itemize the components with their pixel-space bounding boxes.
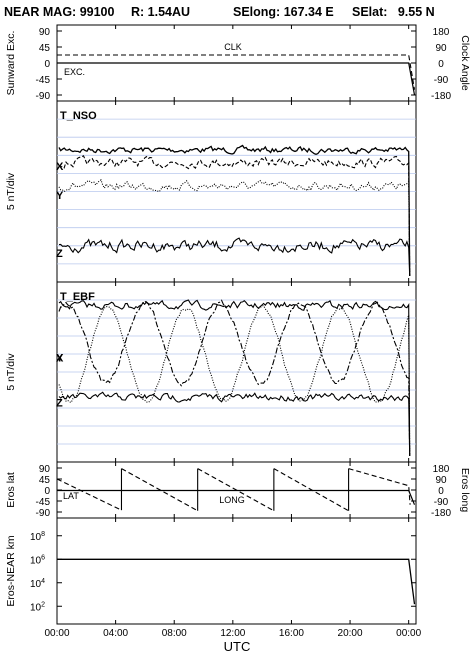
series-z-trace [58, 391, 411, 457]
y-tick-label-left: -45 [36, 497, 51, 508]
annotation-long: LONG [219, 495, 245, 505]
title-instrument: NEAR MAG: 99100 [4, 5, 114, 19]
y-tick-label: 102 [30, 601, 45, 613]
panel-label-t-nso: T_NSO [60, 110, 97, 122]
y-tick-label: 104 [30, 578, 45, 590]
y-tick-label-right: 180 [433, 27, 450, 38]
y-tick-exponent: 4 [41, 578, 45, 585]
y-tick-label: 106 [30, 554, 45, 566]
y-axis-title-right: Eros long [459, 468, 471, 513]
panel-T_NSO: 5 nT/div T_NSO X Y Z [5, 100, 417, 283]
y-axis-title: 5 nT/div [5, 172, 17, 210]
series-x-trace [58, 155, 411, 277]
series-t-trace [58, 144, 411, 277]
x-axis-title: UTC [224, 639, 251, 654]
y-tick-label-right: 180 [433, 464, 450, 475]
series-t-trace [58, 299, 411, 457]
panel-frame [56, 517, 417, 625]
y-tick-label-right: -180 [431, 508, 451, 519]
y-axis-title-left: Eros lat [5, 472, 17, 508]
y-tick-label-right: 90 [435, 475, 447, 486]
plot-title: NEAR MAG: 99100 R: 1.54AU SElong: 167.34… [4, 5, 435, 19]
title-selat: SElat: 9.55 N [352, 5, 435, 19]
x-tick-label: 08:00 [162, 628, 187, 639]
y-tick-label-right: 90 [435, 43, 447, 54]
y-tick-exponent: 2 [41, 601, 45, 608]
x-tick-label: 00:00 [44, 628, 69, 639]
series-x-trace [58, 299, 411, 457]
series-long-line [197, 468, 275, 512]
x-tick-labels: 00:00 04:00 08:00 12:00 16:00 20:00 00:00 [44, 628, 421, 639]
series-y-trace [58, 304, 411, 457]
series-range-line [57, 558, 416, 605]
y-tick-label-left: -45 [36, 75, 51, 86]
y-tick-label-left: 90 [39, 27, 51, 38]
annotation-exc: EXC. [64, 67, 85, 77]
y-tick-label-left: 0 [44, 486, 50, 497]
panel-eros-near-km: 108 106 104 102 Eros-NEAR km [5, 517, 417, 625]
y-tick-label-left: -90 [36, 91, 51, 102]
series-label-z: Z [56, 248, 63, 260]
series-exc-line [57, 62, 416, 96]
y-axis-title: Eros-NEAR km [5, 535, 17, 606]
x-tick-label: 20:00 [338, 628, 363, 639]
series-z-trace [58, 237, 411, 277]
y-tick-label-left: 45 [39, 43, 51, 54]
panel-T_EBF: 5 nT/div T_EBF XY Z [5, 281, 417, 463]
series-label-y: Y [56, 353, 64, 365]
annotation-lat: LAT [63, 491, 79, 501]
y-tick-exponent: 6 [41, 554, 45, 561]
panel-label-t-ebf: T_EBF [60, 291, 95, 303]
series-label-x: X [56, 353, 64, 365]
title-range: R: 1.54AU [131, 5, 190, 19]
x-tick-label: 00:00 [396, 628, 421, 639]
series-long-line [273, 468, 349, 512]
y-tick-label-right: 0 [438, 59, 444, 70]
x-tick-label: 12:00 [220, 628, 245, 639]
series-label-z: Z [56, 398, 63, 410]
y-tick-label-right: 0 [438, 486, 444, 497]
y-tick-label: 108 [30, 531, 45, 543]
y-tick-exponent: 8 [41, 531, 45, 538]
series-label-y: Y [56, 190, 64, 202]
y-tick-label-left: 45 [39, 475, 51, 486]
series-long-line [56, 478, 122, 511]
y-tick-label-right: -90 [434, 75, 449, 86]
annotation-clk: CLK [224, 42, 242, 52]
y-tick-label-left: -90 [36, 508, 51, 519]
y-axis-title-right: Clock Angle [459, 35, 471, 91]
y-tick-label-right: -180 [431, 91, 451, 102]
series-y-trace [58, 179, 411, 277]
title-selong: SElong: 167.34 E [233, 5, 334, 19]
series-clk-line [57, 54, 416, 90]
x-tick-label: 16:00 [279, 628, 304, 639]
x-axis: 00:00 04:00 08:00 12:00 16:00 20:00 00:00 UTC [44, 628, 421, 654]
panel-sunward-exc-clock: 90 45 0 -45 -90 180 90 0 -90 -180 Sunward Exc. Cloc… [5, 24, 471, 102]
series-label-x: X [56, 161, 64, 173]
series-long-line [121, 468, 198, 512]
y-tick-label-left: 90 [39, 464, 51, 475]
y-axis-title: 5 nT/div [5, 353, 17, 391]
y-axis-title-left: Sunward Exc. [5, 31, 17, 96]
x-tick-label: 04:00 [103, 628, 128, 639]
y-tick-label-left: 0 [44, 59, 50, 70]
y-tick-label-right: -90 [434, 497, 449, 508]
series-long-line [348, 468, 411, 505]
